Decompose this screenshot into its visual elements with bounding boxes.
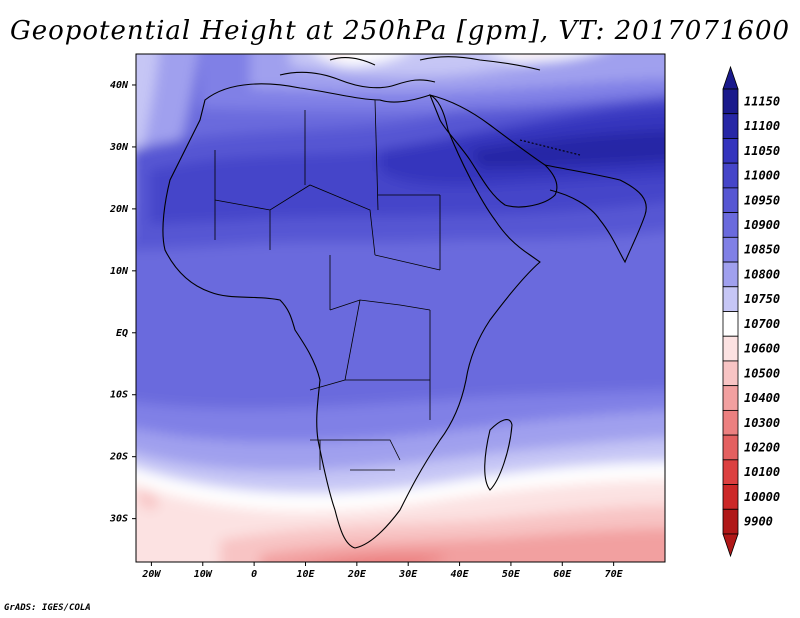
colorbar-label: 10300 [744, 416, 780, 430]
colorbar-swatch [722, 385, 739, 411]
colorbar-label: 10750 [744, 292, 780, 306]
colorbar-label: 10400 [744, 391, 780, 405]
lat-tick-label: 20N [109, 204, 129, 215]
colorbar-swatch [722, 212, 739, 238]
colorbar-label: 10500 [744, 366, 780, 380]
lat-tick-label: 30N [109, 142, 129, 153]
color-legend: 11150 11100 11050 11000 10950 10900 10850 10800… [722, 65, 780, 558]
lat-tick-label: 20S [109, 452, 128, 463]
lon-tick-label: 50E [502, 569, 521, 580]
lon-tick-label: 20W [141, 569, 161, 580]
colorbar-swatch [722, 187, 739, 214]
country-borders [214, 99, 441, 471]
colorbar-swatch [722, 459, 739, 485]
colorbar-swatch [722, 88, 739, 115]
colorbar-swatch [722, 286, 739, 312]
colorbar-label: 10950 [744, 193, 780, 207]
colorbar-top-arrow [722, 65, 739, 90]
colorbar-swatch [722, 311, 739, 337]
colorbar-label: 11150 [744, 94, 780, 108]
colorbar-swatch [722, 113, 739, 139]
lat-tick-label: 10N [110, 266, 129, 277]
colorbar-swatch [722, 409, 739, 436]
lon-tick-label: 60E [553, 569, 572, 580]
coastlines [162, 56, 647, 549]
colorbar-swatch [722, 138, 739, 164]
colorbar-label: 11100 [744, 119, 780, 133]
colorbar-label: 10700 [744, 317, 780, 331]
colorbar-swatch [722, 162, 739, 189]
plot-frame [135, 53, 666, 563]
lat-tick-label: EQ [116, 328, 128, 339]
geopotential-height-field [136, 54, 665, 562]
colorbar-label: 10600 [744, 342, 780, 356]
lon-tick-label: 30E [398, 569, 418, 580]
colorbar-label: 10900 [744, 218, 780, 232]
colorbar-label: 9900 [744, 515, 773, 529]
lon-tick-label: 0 [251, 569, 257, 580]
colorbar-swatch [722, 261, 739, 288]
colorbar-label: 10100 [744, 465, 780, 479]
colorbar-bottom-arrow [722, 533, 739, 558]
lon-tick-label: 40E [451, 569, 470, 580]
colorbar-swatch [722, 236, 739, 263]
lon-tick-label: 10E [296, 569, 315, 580]
colorbar-swatch [722, 484, 739, 510]
map-title: Geopotential Height at 250hPa [gpm], VT:… [9, 16, 791, 46]
colorbar-label: 10200 [744, 440, 780, 454]
lat-tick-label: 10S [110, 390, 128, 401]
lat-tick-label: 40N [110, 80, 129, 91]
colorbar-swatch [722, 434, 739, 461]
colorbar-label: 10850 [744, 243, 780, 257]
grads-credit: GrADS: IGES/COLA [4, 603, 91, 613]
colorbar-swatch [722, 508, 739, 535]
latitude-axis: 40N 30N 20N 10N EQ 10S 20S 30S [109, 80, 136, 525]
lon-tick-label: 10W [194, 569, 213, 580]
colorbar-label: 11000 [744, 169, 780, 183]
colorbar-swatch [722, 335, 739, 362]
colorbar-label: 10800 [744, 267, 780, 281]
colorbar-label: 10000 [744, 490, 780, 504]
lat-tick-label: 30S [109, 514, 128, 525]
lon-tick-label: 70E [605, 569, 624, 580]
colorbar-label: 11050 [744, 144, 780, 158]
lon-tick-label: 20E [347, 569, 367, 580]
longitude-axis: 20W 10W 0 10E 20E 30E 40E 50E 60E 70E [141, 562, 624, 580]
colorbar-swatch [722, 360, 739, 387]
